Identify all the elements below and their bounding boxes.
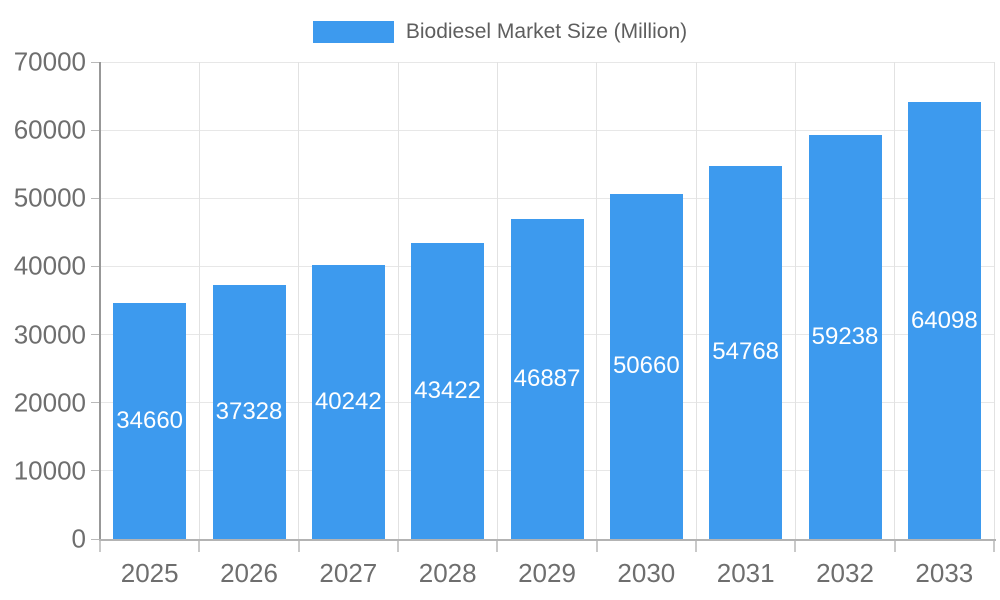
y-axis-tick xyxy=(91,402,99,404)
bar-value-label: 50660 xyxy=(612,352,680,380)
chart-legend[interactable]: Biodiesel Market Size (Million) xyxy=(0,20,1000,43)
x-axis-tick xyxy=(297,540,300,552)
bar-value-label: 59238 xyxy=(811,323,879,351)
y-axis-tick-label: 70000 xyxy=(13,46,86,77)
horizontal-gridline xyxy=(100,197,994,199)
bar[interactable] xyxy=(709,165,783,539)
vertical-gridline xyxy=(596,62,598,539)
x-axis-line xyxy=(99,539,996,541)
y-axis-tick-label: 10000 xyxy=(13,455,86,486)
vertical-gridline xyxy=(298,62,300,539)
bar-value-label: 54768 xyxy=(712,338,780,366)
y-axis-tick xyxy=(91,470,99,472)
vertical-gridline xyxy=(894,62,896,539)
x-axis-tick xyxy=(893,540,896,552)
legend-label: Biodiesel Market Size (Million) xyxy=(405,20,688,43)
vertical-gridline xyxy=(695,62,697,539)
y-axis-tick-label: 60000 xyxy=(13,114,86,145)
y-axis-tick-label: 50000 xyxy=(13,182,86,213)
bar[interactable] xyxy=(311,264,385,539)
x-axis-tick xyxy=(993,540,995,552)
bar-value-label: 64098 xyxy=(910,306,978,334)
y-axis-tick-label: 40000 xyxy=(13,250,86,281)
bar[interactable] xyxy=(808,135,882,539)
y-axis-tick-label: 30000 xyxy=(13,319,86,350)
vertical-gridline xyxy=(496,62,498,539)
y-axis-tick xyxy=(91,334,99,336)
bar-value-label: 40242 xyxy=(314,387,382,415)
y-axis-tick xyxy=(91,265,99,267)
y-axis-tick-label: 20000 xyxy=(13,387,86,418)
x-axis-tick xyxy=(397,540,399,552)
bar[interactable] xyxy=(113,302,187,539)
x-axis-tick xyxy=(99,540,101,552)
x-axis-tick-label: 2031 xyxy=(716,558,775,588)
y-axis-line xyxy=(99,62,101,541)
x-axis-tick xyxy=(794,540,797,552)
x-axis-tick-label: 2032 xyxy=(816,558,874,588)
x-axis-tick xyxy=(198,540,201,552)
horizontal-gridline xyxy=(100,129,994,131)
x-axis-tick-label: 2025 xyxy=(120,558,179,588)
vertical-gridline xyxy=(794,62,796,539)
x-axis-tick-label: 2028 xyxy=(418,558,477,588)
bar-value-label: 43422 xyxy=(414,377,482,405)
bar[interactable] xyxy=(411,243,485,539)
bar-value-label: 37328 xyxy=(215,397,283,425)
vertical-gridline xyxy=(198,62,200,539)
horizontal-gridline xyxy=(100,61,994,63)
x-axis-tick-label: 2026 xyxy=(220,558,278,588)
bar-value-label: 46887 xyxy=(513,365,581,393)
bar[interactable] xyxy=(212,284,286,539)
legend-swatch-icon xyxy=(312,21,394,43)
y-axis-tick xyxy=(91,129,99,131)
y-axis-tick xyxy=(91,197,99,199)
y-axis-tick xyxy=(91,538,99,540)
vertical-gridline xyxy=(993,62,995,539)
bar[interactable] xyxy=(510,219,584,539)
x-axis-tick-label: 2030 xyxy=(617,558,676,588)
x-axis-tick xyxy=(496,540,499,552)
bar[interactable] xyxy=(907,102,981,539)
x-axis-tick-label: 2027 xyxy=(319,558,378,588)
bar-value-label: 34660 xyxy=(116,406,184,434)
y-axis-tick-label: 0 xyxy=(71,523,86,554)
bar[interactable] xyxy=(609,193,683,539)
x-axis-tick-label: 2029 xyxy=(518,558,576,588)
y-axis-tick xyxy=(91,61,99,63)
x-axis-tick-label: 2033 xyxy=(915,558,974,588)
vertical-gridline xyxy=(397,62,399,539)
x-axis-tick xyxy=(695,540,697,552)
x-axis-tick xyxy=(595,540,598,552)
